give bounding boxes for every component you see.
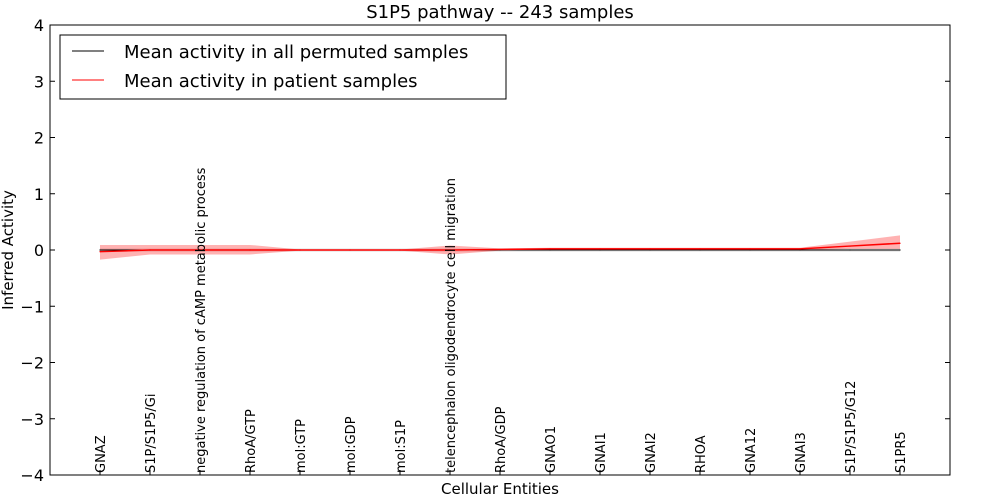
- data-point: [349, 249, 351, 251]
- chart-title: S1P5 pathway -- 243 samples: [366, 2, 634, 23]
- data-point: [599, 248, 601, 250]
- data-point: [649, 248, 651, 250]
- data-point: [749, 249, 751, 251]
- data-point: [149, 249, 151, 251]
- y-tick-label: −4: [20, 466, 44, 485]
- data-point: [649, 249, 651, 251]
- legend-label-permuted: Mean activity in all permuted samples: [124, 42, 468, 63]
- x-tick-label: GNAI1: [594, 432, 609, 473]
- y-tick-label: 4: [34, 16, 44, 35]
- x-tick-label: GNA12: [744, 428, 759, 473]
- y-tick-label: 2: [34, 129, 44, 148]
- confidence-band-1: [100, 235, 900, 260]
- data-point: [749, 248, 751, 250]
- data-point: [499, 248, 501, 251]
- x-tick-label: S1P/S1P5/Gi: [144, 394, 159, 473]
- x-tick-label: negative regulation of cAMP metabolic pr…: [194, 167, 209, 473]
- data-point: [549, 248, 551, 250]
- data-point: [549, 249, 551, 251]
- y-tick-label: −3: [20, 410, 44, 429]
- x-tick-label: mol:GTP: [294, 419, 309, 473]
- x-tick-label: S1P/S1P5/G12: [844, 381, 859, 473]
- x-tick-label: RhoA/GTP: [244, 409, 259, 473]
- data-point: [599, 249, 601, 251]
- y-axis-label: Inferred Activity: [0, 190, 17, 310]
- x-tick-label: mol:S1P: [394, 420, 409, 473]
- x-tick-label: GNAI2: [644, 432, 659, 473]
- x-tick-label: GNAZ: [94, 435, 109, 473]
- data-point: [799, 248, 801, 250]
- y-tick-label: 0: [34, 241, 44, 260]
- data-point: [99, 249, 101, 251]
- data-point: [849, 245, 851, 247]
- x-tick-label: RHOA: [694, 435, 709, 473]
- legend-label-patient: Mean activity in patient samples: [124, 71, 418, 92]
- data-point: [99, 251, 101, 253]
- data-point: [849, 249, 851, 251]
- y-tick-label: 3: [34, 72, 44, 91]
- legend: Mean activity in all permuted samples Me…: [59, 34, 507, 100]
- data-point: [249, 249, 251, 251]
- x-axis-label: Cellular Entities: [441, 480, 559, 498]
- x-tick-label: RhoA/GDP: [494, 406, 509, 473]
- data-point: [199, 249, 201, 251]
- y-tick-label: −2: [20, 354, 44, 373]
- legend-frame: [59, 34, 507, 100]
- data-point: [899, 242, 901, 244]
- data-point: [699, 249, 701, 251]
- x-tick-label: GNAI3: [794, 432, 809, 473]
- x-tick-label: mol:GDP: [344, 416, 359, 473]
- data-point: [799, 249, 801, 251]
- data-point: [299, 249, 301, 251]
- x-tick-label: S1PR5: [894, 431, 909, 473]
- x-tick-label: GNAO1: [544, 426, 559, 473]
- y-tick-label: −1: [20, 297, 44, 316]
- x-tick-label: telencephalon oligodendrocyte cell migra…: [444, 178, 459, 473]
- data-point: [399, 249, 401, 251]
- data-point: [699, 248, 701, 250]
- data-point: [449, 249, 451, 251]
- data-point: [899, 249, 901, 251]
- y-tick-label: 1: [34, 185, 44, 204]
